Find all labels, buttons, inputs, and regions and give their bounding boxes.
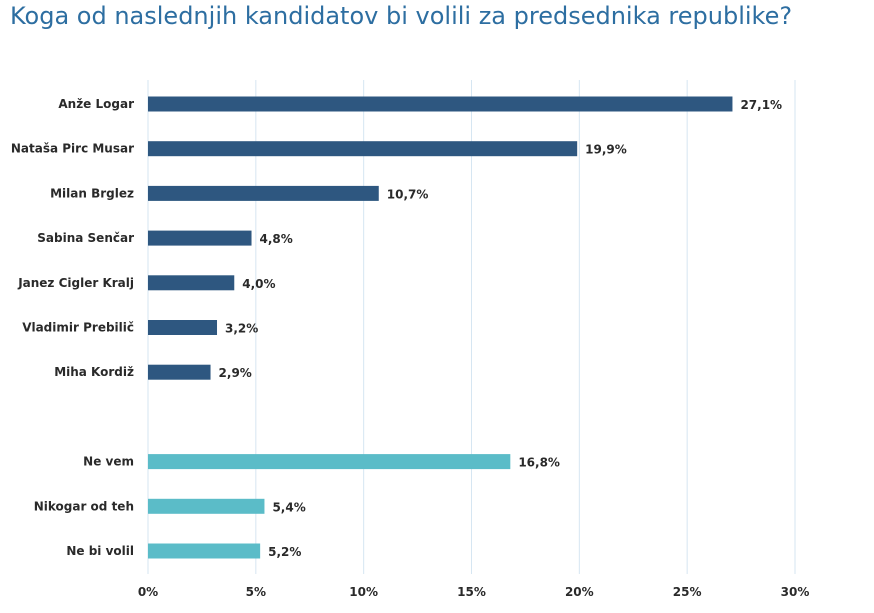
bar [148, 185, 379, 201]
bar [148, 454, 511, 470]
value-label: 5,4% [272, 500, 305, 514]
bar [148, 320, 218, 335]
x-tick-label: 0% [138, 585, 158, 599]
value-label: 19,9% [585, 143, 627, 157]
value-label: 4,0% [242, 277, 275, 291]
category-label: Janez Cigler Kralj [17, 276, 134, 290]
category-label: Ne vem [83, 455, 134, 469]
category-label: Vladimir Prebilič [22, 321, 134, 335]
value-label: 27,1% [740, 98, 782, 112]
value-label: 10,7% [387, 187, 429, 201]
value-label: 3,2% [225, 322, 258, 336]
bars [148, 96, 733, 559]
value-label: 16,8% [518, 456, 560, 470]
bar [148, 543, 261, 559]
category-label: Miha Kordiž [54, 365, 134, 379]
category-label: Anže Logar [58, 97, 134, 111]
value-label: 5,2% [268, 545, 301, 559]
bar [148, 275, 235, 291]
x-tick-label: 15% [457, 585, 486, 599]
category-label: Ne bi volil [66, 544, 134, 558]
bar [148, 364, 211, 380]
x-tick-label: 5% [246, 585, 266, 599]
x-tick-label: 20% [565, 585, 594, 599]
bar [148, 230, 252, 246]
value-label: 4,8% [260, 232, 293, 246]
bar [148, 498, 265, 514]
x-tick-label: 30% [781, 585, 810, 599]
bar [148, 141, 578, 157]
category-label: Milan Brglez [50, 186, 134, 200]
value-labels: 27,1% 19,9% 10,7% 4,8% 4,0% 3,2% 2,9% 16,8% 5,4%… [219, 98, 783, 559]
x-tick-label: 25% [673, 585, 702, 599]
bar [148, 96, 733, 112]
category-label: Nikogar od teh [34, 499, 134, 513]
category-label: Nataša Pirc Musar [11, 142, 134, 156]
chart-title: Koga od naslednjih kandidatov bi volili … [10, 2, 793, 30]
grid-lines [147, 80, 796, 574]
value-label: 2,9% [219, 366, 252, 380]
x-axis-ticks: 0% 5% 10% 15% 20% 25% 30% [138, 585, 810, 599]
category-label: Sabina Senčar [37, 231, 134, 245]
x-tick-label: 10% [349, 585, 378, 599]
category-labels: Anže Logar Nataša Pirc Musar Milan Brglez S… [11, 97, 134, 558]
